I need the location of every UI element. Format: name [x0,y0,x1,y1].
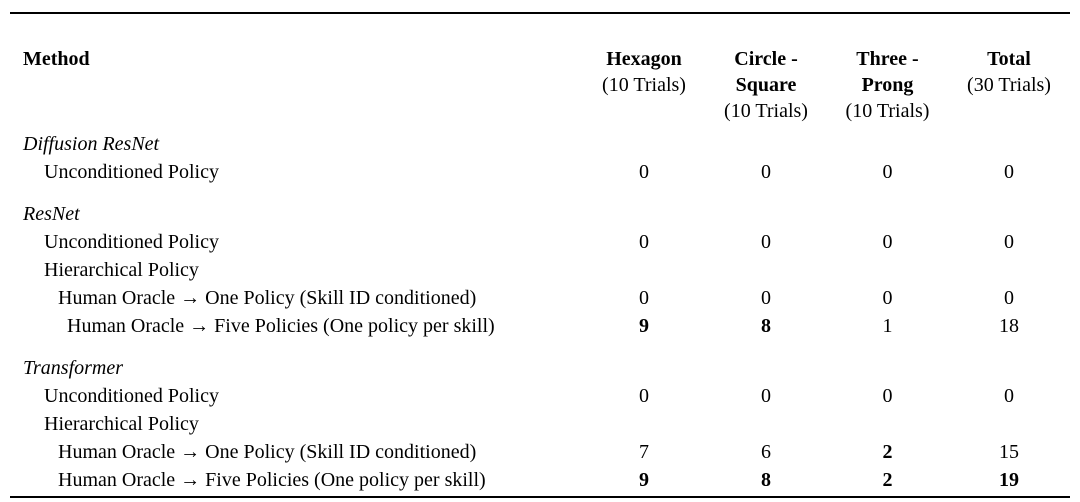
row-label: Transformer [23,357,124,379]
cell-hexagon: 0 [639,385,649,407]
column-header-line1 [948,20,1070,46]
cell-hexagon: 0 [639,231,649,253]
column-header-circle-square: Circle - Square (10 Trials) [705,46,827,124]
column-header-total: Total (30 Trials) [948,20,1070,98]
row-label: Unconditioned Policy [44,231,219,253]
cell-circle-square: 0 [761,287,771,309]
row-label: Hierarchical Policy [44,413,199,435]
cell-circle-square: 0 [761,161,771,183]
row-label: Unconditioned Policy [44,161,219,183]
cell-three-prong: 0 [882,385,893,407]
row-five-policies-resnet: Human Oracle → Five Policies (One policy… [10,312,1070,340]
column-header-name: Prong [861,74,914,96]
cell-total: 18 [999,315,1019,337]
cell-hexagon: 9 [639,315,649,337]
cell-three-prong: 1 [882,315,893,337]
row-hierarchical-policy-transformer: Hierarchical Policy [10,410,1070,438]
row-label: Human Oracle → Five Policies (One policy… [67,315,495,337]
row-label: Human Oracle → One Policy (Skill ID cond… [58,287,477,309]
column-header-name: Square [735,74,797,96]
row-unconditioned-policy-diffusion: Unconditioned Policy 0 0 0 0 [10,158,1070,186]
column-header-line1 [583,20,705,46]
column-header-three-prong: Three - Prong (10 Trials) [827,46,948,124]
column-header-line1: Three - [856,48,919,70]
row-section-resnet: ResNet [10,200,1070,228]
results-table: Method Hexagon (10 Trials) Circle - Squa… [10,12,1070,498]
cell-total: 15 [999,441,1019,463]
row-five-policies-transformer: Human Oracle → Five Policies (One policy… [10,466,1070,494]
cell-hexagon: 9 [639,469,649,491]
row-label: Unconditioned Policy [44,385,219,407]
row-label: Diffusion ResNet [23,133,160,155]
cell-circle-square: 6 [761,441,771,463]
cell-three-prong: 0 [882,161,893,183]
column-header-trials: (10 Trials) [602,74,686,96]
column-header-name: Total [987,48,1031,70]
method-column-header: Method [23,48,90,70]
cell-three-prong: 0 [882,231,893,253]
cell-circle-square: 8 [761,469,771,491]
column-header-trials: (10 Trials) [724,100,808,122]
cell-total: 0 [1004,385,1014,407]
row-hierarchical-policy-resnet: Hierarchical Policy [10,256,1070,284]
column-header-line1: Circle - [734,48,798,70]
cell-three-prong: 2 [882,441,893,463]
row-label: Hierarchical Policy [44,259,199,281]
cell-total: 0 [1004,287,1014,309]
cell-hexagon: 0 [639,287,649,309]
row-label: Human Oracle → Five Policies (One policy… [58,469,486,491]
table-header: Method Hexagon (10 Trials) Circle - Squa… [10,14,1070,124]
cell-three-prong: 0 [882,287,893,309]
cell-circle-square: 0 [761,231,771,253]
row-one-policy-transformer: Human Oracle → One Policy (Skill ID cond… [10,438,1070,466]
cell-total: 0 [1004,161,1014,183]
row-section-diffusion-resnet: Diffusion ResNet [10,130,1070,158]
cell-hexagon: 0 [639,161,649,183]
row-unconditioned-policy-resnet: Unconditioned Policy 0 0 0 0 [10,228,1070,256]
row-label: Human Oracle → One Policy (Skill ID cond… [58,441,477,463]
cell-hexagon: 7 [639,441,649,463]
cell-total: 0 [1004,231,1014,253]
column-header-hexagon: Hexagon (10 Trials) [583,20,705,98]
row-section-transformer: Transformer [10,354,1070,382]
row-label: ResNet [23,203,80,225]
row-unconditioned-policy-transformer: Unconditioned Policy 0 0 0 0 [10,382,1070,410]
cell-circle-square: 0 [761,385,771,407]
cell-total: 19 [999,469,1019,491]
column-header-trials: (30 Trials) [967,74,1051,96]
row-one-policy-resnet: Human Oracle → One Policy (Skill ID cond… [10,284,1070,312]
column-header-trials: (10 Trials) [845,100,930,122]
cell-three-prong: 2 [882,469,893,491]
column-header-name: Hexagon [606,48,682,70]
cell-circle-square: 8 [761,315,771,337]
